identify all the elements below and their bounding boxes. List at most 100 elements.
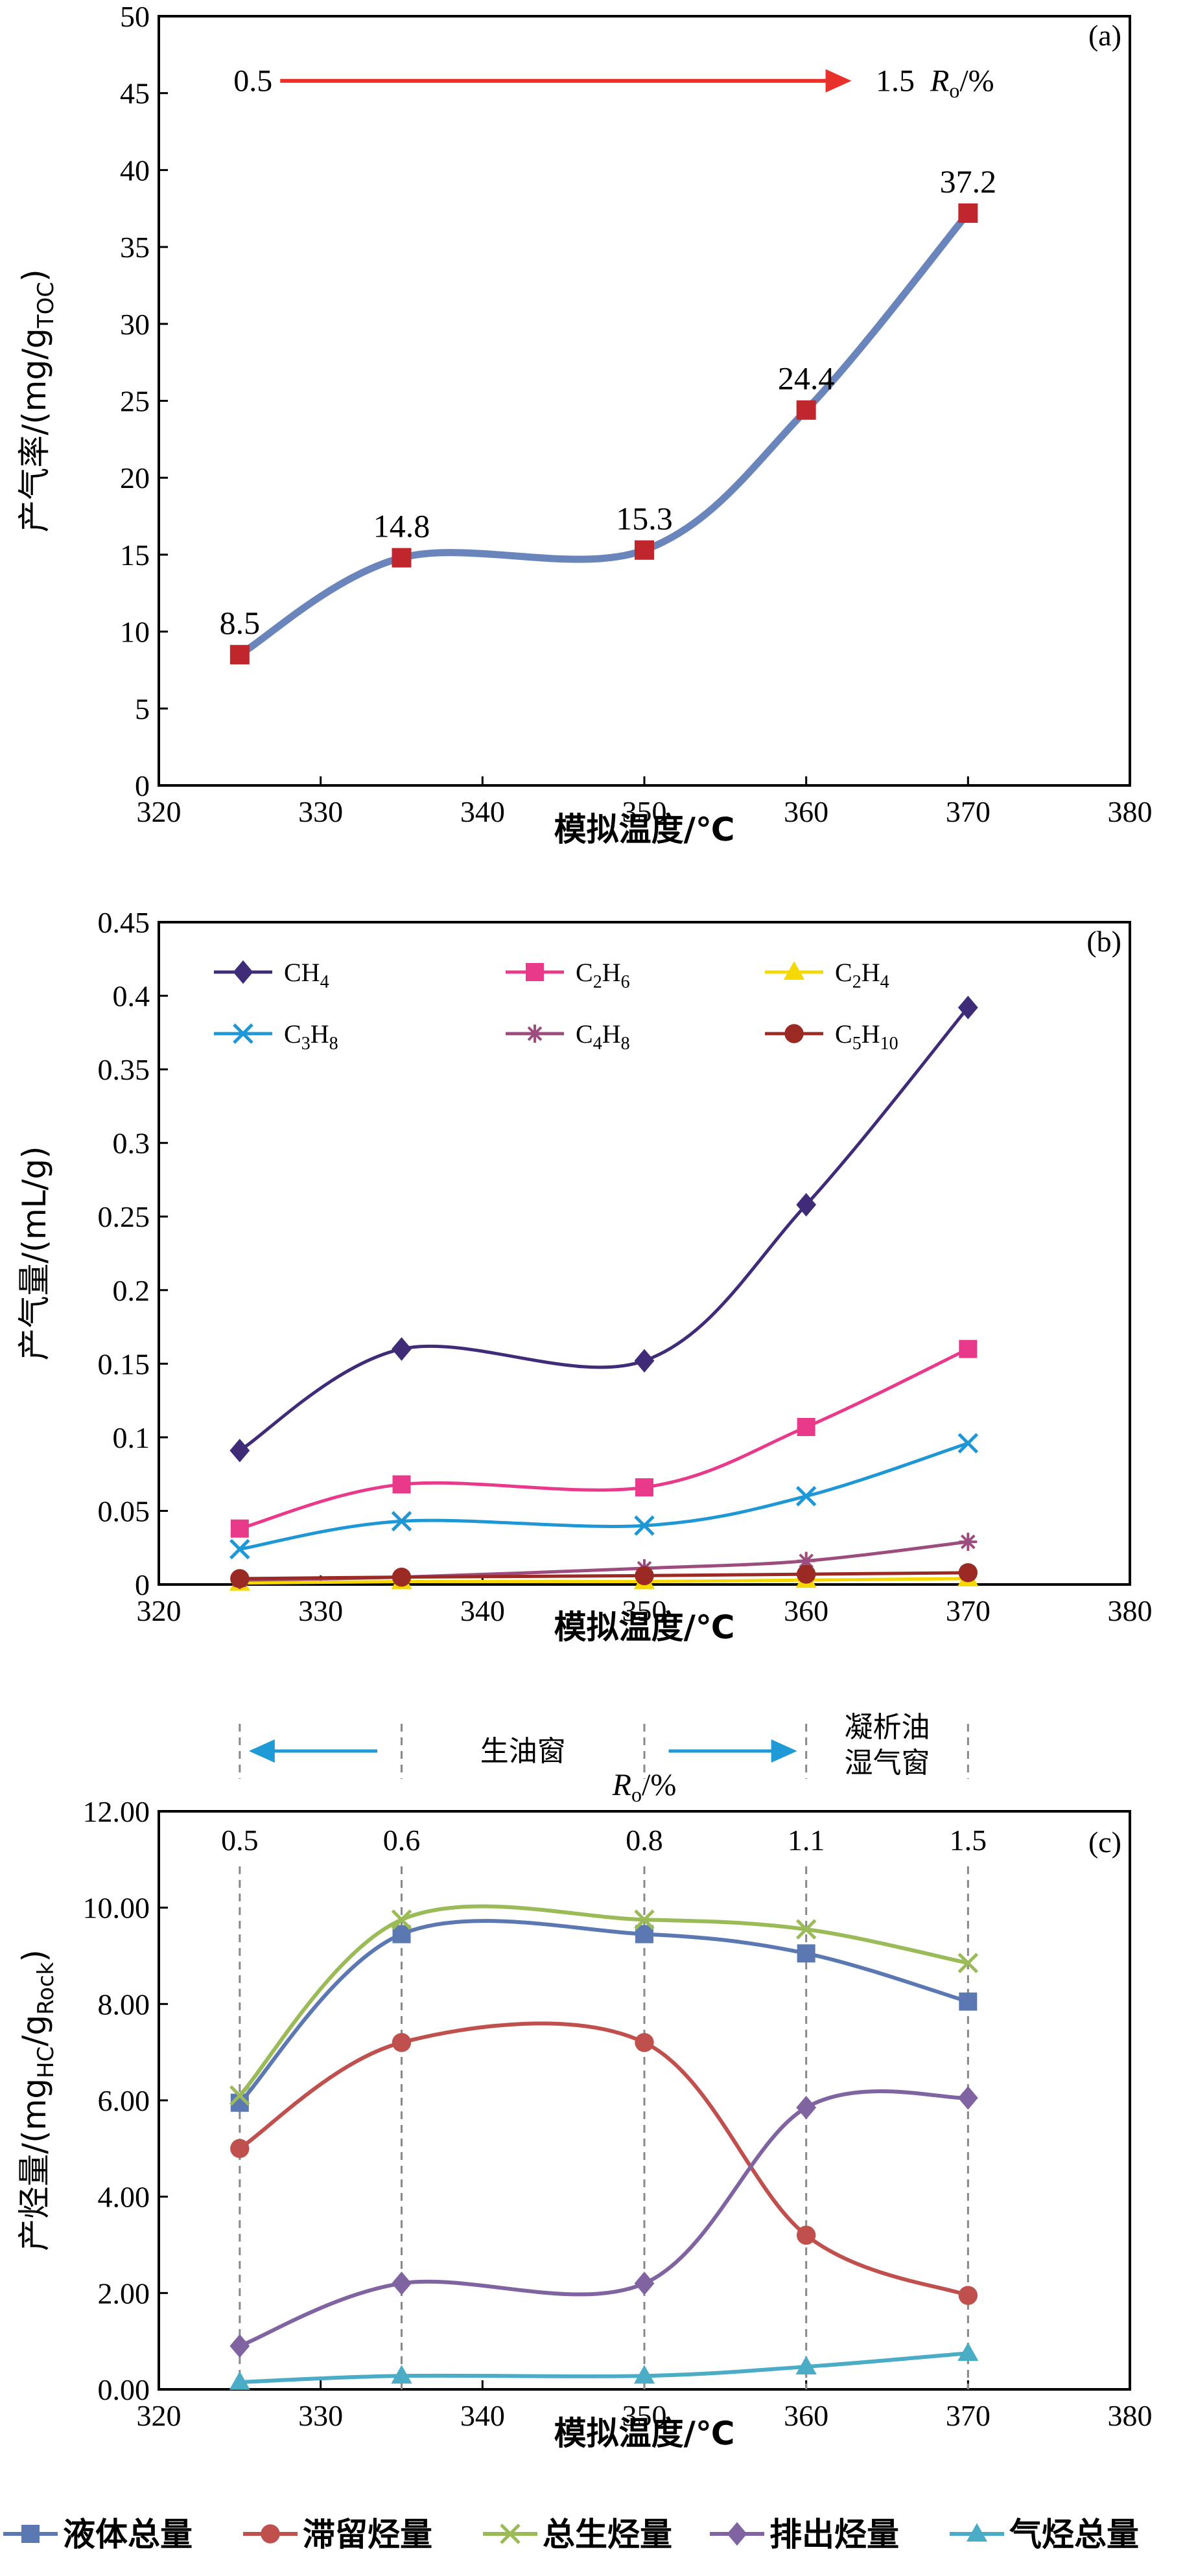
- data-point-b-4: [959, 1533, 978, 1551]
- series-line-c-4: [239, 2351, 968, 2384]
- chart-2-ytick-label: 0.00: [98, 2373, 150, 2406]
- series-line-c-0: [238, 1919, 969, 2104]
- legend-marker-b-2: [783, 961, 805, 980]
- chart-0-ytick-label: 45: [120, 77, 150, 110]
- data-point-b-3: [957, 1433, 979, 1454]
- chart-2-ytick-label: 6.00: [98, 2084, 150, 2117]
- legend-marker-c-1: [261, 2524, 280, 2544]
- data-point-b-3: [229, 1538, 250, 1560]
- chart-1-xtick-label: 350: [622, 1594, 667, 1627]
- arrow-end-label: 1.5 Ro/%: [876, 64, 994, 102]
- legend-marker-b-1: [526, 963, 544, 981]
- arrow-start-label: 0.5: [233, 64, 272, 99]
- data-label-a: 37.2: [940, 163, 997, 200]
- data-point-c-2: [229, 2085, 250, 2106]
- data-point-a: [796, 400, 816, 420]
- chart-1-xtick-label: 370: [946, 1594, 991, 1627]
- data-point-b-5: [635, 1566, 654, 1586]
- chart-1-ytick-label: 0.35: [98, 1053, 150, 1086]
- chart-1-xtick-label: 360: [784, 1594, 828, 1627]
- chart-1-ytick-label: 0.3: [113, 1127, 150, 1160]
- y-axis-title-c: 产烃量/(mgHC/gRock): [16, 1949, 59, 2251]
- legend-label-c-1: 滞留烃量: [303, 2516, 432, 2553]
- legend-marker-c-4: [966, 2523, 988, 2542]
- ro-axis-label: Ro/%: [612, 1768, 677, 1806]
- data-point-c-1: [230, 2139, 250, 2159]
- data-point-b-5: [230, 1569, 250, 1588]
- chart-0-xtick-label: 330: [298, 795, 343, 828]
- chart-1-ytick-label: 0.45: [98, 906, 150, 939]
- ro-tick-label: 1.5: [950, 1824, 987, 1857]
- chart-0-xtick-label: 340: [460, 795, 505, 828]
- chart-2-ytick-label: 10.00: [83, 1892, 150, 1925]
- chart-0-xtick-label: 380: [1108, 795, 1153, 828]
- chart-1-ytick-label: 0: [135, 1568, 150, 1601]
- x-axis-title-c: 模拟温度/℃: [554, 2415, 735, 2452]
- panel-label-a: (a): [1088, 19, 1121, 52]
- chart-0-xtick-label: 370: [946, 795, 991, 828]
- chart-c: 320 330 340 350 360 370 380 0.00 2.00 4.00 6.00 8.0…: [3, 1711, 1153, 2553]
- data-point-b-1: [635, 1478, 653, 1497]
- legend-label-b-2: C2H4: [835, 958, 889, 992]
- legend-label-b-1: C2H6: [576, 958, 630, 992]
- chart-2-ytick-label: 4.00: [98, 2181, 150, 2214]
- chart-0-ytick-label: 0: [135, 769, 150, 802]
- ro-tick-label: 1.1: [788, 1824, 825, 1857]
- data-point-b-3: [795, 1485, 817, 1507]
- data-point-c-2: [634, 1909, 655, 1931]
- series-line-b-1: [239, 1347, 969, 1531]
- wet-gas-window-label-1: 凝析油: [845, 1711, 930, 1744]
- data-point-a: [635, 540, 654, 560]
- legend-marker-c-2: [500, 2524, 521, 2544]
- series-line-gas-yield: [236, 209, 972, 658]
- chart-0-ytick-label: 15: [120, 539, 150, 572]
- data-point-c-0: [635, 1925, 653, 1944]
- chart-1-xtick-label: 340: [460, 1594, 505, 1627]
- data-point-c-3: [229, 2334, 250, 2358]
- legend-marker-b-3: [233, 1023, 253, 1044]
- data-point-c-2: [957, 1953, 979, 1973]
- data-label-a: 8.5: [220, 605, 261, 641]
- oil-window-label: 生油窗: [480, 1735, 566, 1768]
- data-point-b-1: [797, 1417, 815, 1436]
- legend-label-b-0: CH4: [284, 958, 329, 992]
- data-point-c-1: [796, 2225, 816, 2245]
- data-point-c-0: [392, 1925, 411, 1944]
- chart-2-xtick-label: 360: [784, 2399, 828, 2432]
- data-point-c-0: [959, 1992, 978, 2011]
- wet-gas-window-label-2: 湿气窗: [845, 1746, 930, 1780]
- data-point-c-3: [634, 2271, 655, 2295]
- data-point-b-0: [796, 1192, 817, 1217]
- chart-2-xtick-label: 380: [1108, 2399, 1153, 2432]
- series-line-b-5: [239, 1571, 968, 1581]
- legend-label-c-4: 气烃总量: [1009, 2516, 1139, 2553]
- data-label-a: 24.4: [778, 360, 835, 397]
- data-point-c-2: [795, 1919, 817, 1940]
- data-point-c-3: [796, 2095, 817, 2120]
- chart-2-ytick-label: 12.00: [83, 1795, 150, 1828]
- data-point-a: [958, 203, 978, 223]
- data-point-b-5: [958, 1563, 978, 1583]
- chart-0-ytick-label: 40: [120, 154, 150, 187]
- legend-label-b-4: C4H8: [576, 1019, 630, 1054]
- data-point-b-4: [797, 1551, 815, 1570]
- legend-marker-c-3: [727, 2522, 747, 2546]
- data-point-c-3: [957, 2086, 978, 2110]
- data-point-b-0: [634, 1349, 655, 1373]
- data-point-c-0: [797, 1944, 815, 1963]
- data-point-c-4: [957, 2342, 979, 2361]
- data-point-b-1: [230, 1519, 249, 1538]
- chart-0-ytick-label: 5: [135, 692, 150, 725]
- chart-0-ytick-label: 30: [120, 308, 150, 341]
- data-point-c-4: [633, 2365, 655, 2384]
- chart-1-ytick-label: 0.1: [113, 1421, 150, 1454]
- data-point-c-1: [958, 2286, 978, 2305]
- legend-marker-b-0: [233, 960, 253, 984]
- ro-tick-label: 0.5: [221, 1824, 259, 1857]
- series-line-c-1: [239, 2021, 969, 2297]
- ro-tick-label: 0.8: [626, 1824, 663, 1857]
- ro-arrow-head-a: [825, 69, 852, 93]
- x-axis-title-b: 模拟温度/℃: [554, 1608, 735, 1646]
- chart-1-ytick-label: 0.2: [113, 1274, 150, 1307]
